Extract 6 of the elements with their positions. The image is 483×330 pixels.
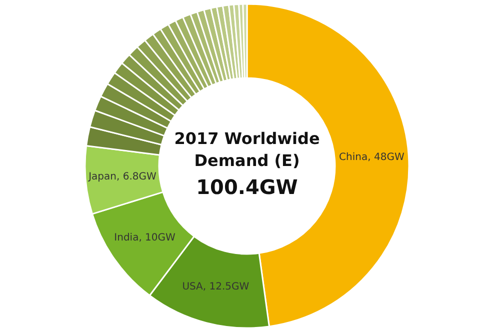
slice-label: USA, 12.5GW bbox=[182, 282, 250, 293]
slice-label: Japan, 6.8GW bbox=[88, 172, 156, 183]
text: 100.4GW bbox=[196, 175, 298, 199]
slice-label: India, 10GW bbox=[114, 232, 176, 244]
text: 2017 Worldwide Demand (E) bbox=[174, 129, 320, 170]
slice-label: China, 48GW bbox=[339, 152, 404, 164]
